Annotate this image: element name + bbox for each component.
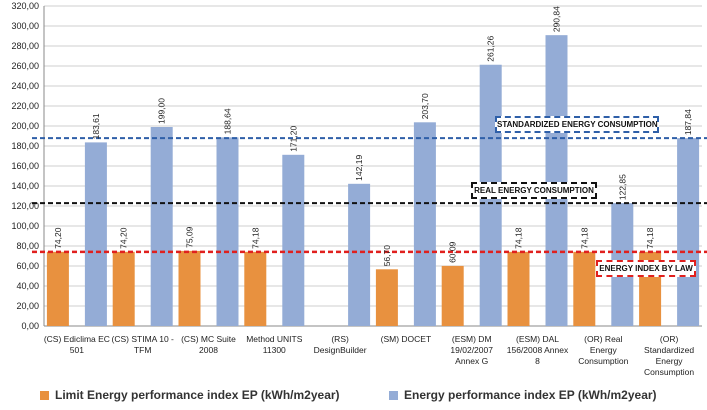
data-label: 74,20 xyxy=(53,227,63,249)
bar-limit xyxy=(573,251,596,326)
data-label: 188,64 xyxy=(223,108,233,134)
y-tick-label: 280,00 xyxy=(11,41,39,51)
category-label: (SM) DOCET xyxy=(381,334,432,344)
legend: Limit Energy performance index EP (kWh/m… xyxy=(0,384,707,406)
bar-limit xyxy=(46,251,69,326)
data-label: 199,00 xyxy=(157,98,167,124)
category-label: Consumption xyxy=(644,367,694,377)
legend-item-energy: Energy performance index EP (kWh/m2year) xyxy=(389,388,657,402)
category-label: TFM xyxy=(134,345,151,355)
bar-energy xyxy=(348,183,371,326)
legend-label-energy: Energy performance index EP (kWh/m2year) xyxy=(404,388,657,402)
legend-label-limit: Limit Energy performance index EP (kWh/m… xyxy=(55,388,340,402)
category-label: Energy xyxy=(656,356,684,366)
category-label: 11300 xyxy=(263,345,286,355)
bar-limit xyxy=(178,250,201,326)
category-label: (OR) xyxy=(660,334,679,344)
data-label: 142,19 xyxy=(354,155,364,181)
bar-limit xyxy=(507,251,530,326)
category-label: 8 xyxy=(535,356,540,366)
y-tick-label: 140,00 xyxy=(11,181,39,191)
reference-lines xyxy=(32,137,707,254)
bar-energy xyxy=(282,154,305,326)
data-label: 75,09 xyxy=(185,226,195,248)
bar-energy xyxy=(413,122,436,326)
y-tick-label: 200,00 xyxy=(11,121,39,131)
y-tick-label: 220,00 xyxy=(11,101,39,111)
category-label: (ESM) DAL xyxy=(516,334,559,344)
category-label: (CS) STIMA 10 - xyxy=(112,334,175,344)
data-label: 56,70 xyxy=(382,245,392,267)
annotation-standardized: STANDARDIZED ENERGY CONSUMPTION xyxy=(495,116,659,133)
data-label: 171,20 xyxy=(288,126,298,152)
data-label: 203,70 xyxy=(420,93,430,119)
y-tick-label: 40,00 xyxy=(16,281,39,291)
category-label: (ESM) DM xyxy=(452,334,492,344)
category-label: 156/2008 Annex xyxy=(507,345,569,355)
data-label: 74,18 xyxy=(579,227,589,249)
category-label: Standardized xyxy=(644,345,694,355)
y-tick-label: 60,00 xyxy=(16,261,39,271)
category-label: 19/02/2007 xyxy=(450,345,493,355)
category-label: 501 xyxy=(70,345,84,355)
category-label: Energy xyxy=(590,345,618,355)
y-tick-label: 160,00 xyxy=(11,161,39,171)
y-tick-label: 320,00 xyxy=(11,1,39,11)
gridlines xyxy=(44,5,702,327)
bar-limit xyxy=(112,251,135,326)
y-tick-label: 0,00 xyxy=(21,321,39,331)
bar-limit xyxy=(375,269,398,326)
legend-swatch-energy xyxy=(389,391,398,400)
bar-energy xyxy=(150,127,173,326)
category-label: Consumption xyxy=(578,356,628,366)
bar-energy xyxy=(84,142,107,326)
category-label: (CS) Ediclima EC xyxy=(44,334,110,344)
data-label: 122,85 xyxy=(617,174,627,200)
annotation-law: ENERGY INDEX BY LAW xyxy=(596,260,696,277)
y-tick-label: 100,00 xyxy=(11,221,39,231)
category-label: (RS) xyxy=(331,334,349,344)
legend-item-limit: Limit Energy performance index EP (kWh/m… xyxy=(40,388,340,402)
annotation-real: REAL ENERGY CONSUMPTION xyxy=(471,182,597,199)
y-tick-label: 260,00 xyxy=(11,61,39,71)
bar-limit xyxy=(244,251,267,326)
data-label: 74,18 xyxy=(514,227,524,249)
data-label: 74,20 xyxy=(119,227,129,249)
category-label: Annex G xyxy=(455,356,488,366)
bar-energy xyxy=(216,137,239,326)
y-tick-label: 300,00 xyxy=(11,21,39,31)
category-label: Method UNITS xyxy=(246,334,303,344)
data-label: 74,18 xyxy=(645,227,655,249)
data-labels: 74,20 183,61 74,20 199,00 75,09 188,64 74,18 17… xyxy=(53,6,693,266)
data-label: 290,84 xyxy=(552,6,562,32)
category-label: (CS) MC Suite xyxy=(181,334,236,344)
data-label: 74,18 xyxy=(250,227,260,249)
y-axis: 0,00 20,00 40,00 60,00 80,00 100,00 120,00 140,… xyxy=(11,1,45,331)
bar-limit xyxy=(441,265,464,326)
legend-swatch-limit xyxy=(40,391,49,400)
y-tick-label: 120,00 xyxy=(11,201,39,211)
category-label: (OR) Real xyxy=(584,334,622,344)
data-label: 261,26 xyxy=(486,35,496,61)
category-label: 2008 xyxy=(199,345,218,355)
bar-energy xyxy=(545,35,568,326)
y-tick-label: 180,00 xyxy=(11,141,39,151)
y-tick-label: 20,00 xyxy=(16,301,39,311)
bars xyxy=(46,35,700,327)
bar-energy xyxy=(677,138,700,326)
data-label: 187,84 xyxy=(683,109,693,135)
data-label: 60,09 xyxy=(448,241,458,263)
y-tick-label: 80,00 xyxy=(16,241,39,251)
data-label: 183,61 xyxy=(91,113,101,139)
category-label: DesignBuilder xyxy=(314,345,367,355)
y-tick-label: 240,00 xyxy=(11,81,39,91)
